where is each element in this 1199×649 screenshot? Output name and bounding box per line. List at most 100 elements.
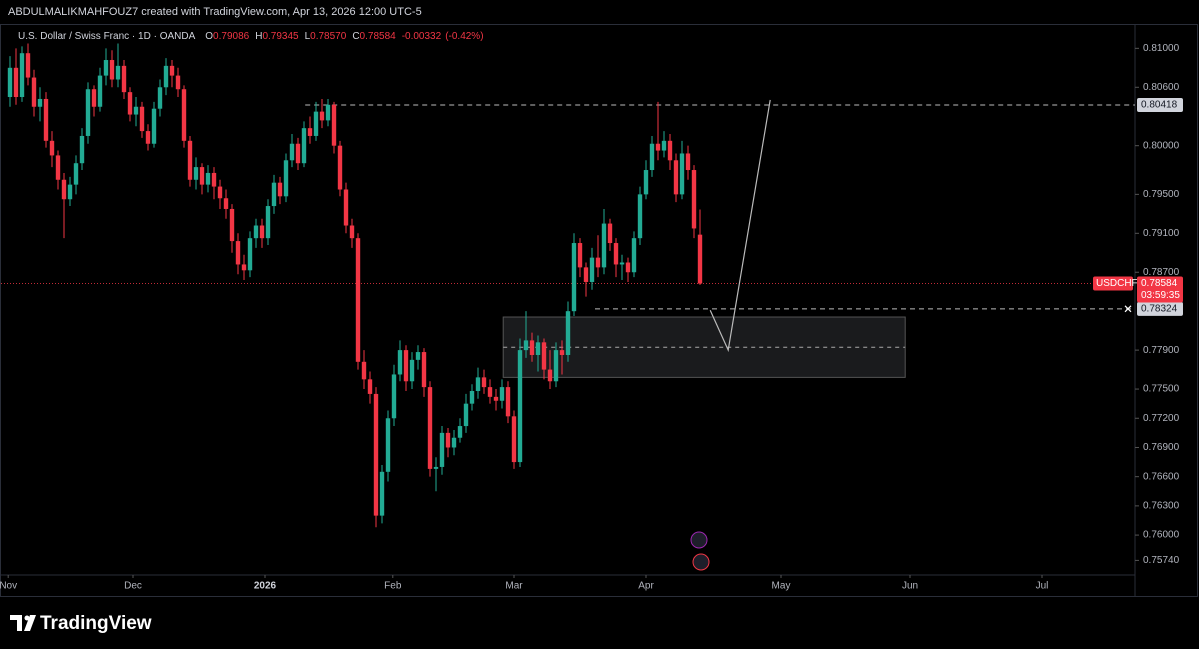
level-price-box — [1137, 301, 1183, 316]
y-tick-label: 0.80600 — [1143, 82, 1180, 93]
candle-body — [199, 167, 205, 185]
candle-body — [229, 208, 235, 242]
ohlc-key: O — [205, 31, 213, 42]
candle-body — [121, 65, 127, 93]
y-tick-label: 0.78700 — [1143, 267, 1180, 278]
x-tick-label: Jul — [1036, 581, 1049, 592]
candle-body — [109, 60, 115, 80]
x-tick-label: Dec — [124, 581, 142, 592]
y-tick-label: 0.80000 — [1143, 140, 1180, 151]
candle-body — [325, 104, 331, 121]
candle-body — [187, 140, 193, 180]
candle-body — [373, 393, 379, 516]
candle-body — [91, 89, 97, 107]
candle-body — [355, 238, 361, 362]
candle-body — [385, 418, 391, 472]
ohlc-value: 0.79086 — [213, 31, 250, 42]
candle-body — [157, 87, 163, 109]
candle-body — [331, 104, 337, 146]
candle-body — [553, 350, 559, 382]
candle-body — [691, 170, 697, 229]
y-tick-label: 0.79500 — [1143, 189, 1180, 200]
candle-body — [265, 206, 271, 239]
y-tick-label: 0.76000 — [1143, 530, 1180, 541]
countdown: 03:59:35 — [1141, 290, 1180, 301]
candle-body — [697, 234, 703, 284]
candle-body — [541, 342, 547, 370]
candle-body — [73, 163, 79, 185]
credit: ABDULMALIKMAHFOUZ7 created with TradingV… — [8, 6, 422, 18]
candle-body — [685, 153, 691, 171]
candle-body — [403, 350, 409, 382]
candle-body — [241, 264, 247, 271]
change: -0.00332 — [402, 31, 442, 42]
candle-body — [505, 387, 511, 417]
candle-body — [169, 65, 175, 76]
candle-body — [217, 186, 223, 199]
candle-body — [397, 350, 403, 375]
y-tick-label: 0.81000 — [1143, 43, 1180, 54]
ohlc-key: L — [305, 31, 311, 42]
candle-body — [679, 153, 685, 195]
candle-body — [13, 67, 19, 98]
candle-body — [205, 172, 211, 185]
candle-body — [631, 238, 637, 273]
candle-body — [463, 403, 469, 427]
plot-area — [1, 43, 1135, 528]
candle-body — [181, 89, 187, 141]
level-price-box — [1137, 97, 1183, 112]
candle-body — [421, 352, 427, 388]
candle-body — [487, 387, 493, 397]
candle-body — [433, 466, 439, 469]
candle-body — [175, 75, 181, 90]
logo-dot — [24, 615, 30, 621]
remove-icon — [1124, 305, 1132, 313]
y-tick-label: 0.77200 — [1143, 413, 1180, 424]
candle-body — [259, 225, 265, 239]
candle-body — [427, 387, 433, 469]
candle-body — [19, 53, 25, 98]
y-tick-label: 0.75740 — [1143, 555, 1180, 566]
candle-body — [235, 241, 241, 265]
candle-body — [223, 198, 229, 209]
candle-body — [307, 128, 313, 136]
candle-body — [565, 311, 571, 355]
candle-body — [625, 262, 631, 273]
candle-body — [97, 75, 103, 107]
candle-body — [127, 92, 133, 115]
candle-body — [49, 140, 55, 156]
candle-body — [523, 340, 529, 351]
ohlc-key: H — [255, 31, 262, 42]
level-price-label: 0.78324 — [1141, 303, 1178, 314]
candle-body — [517, 350, 523, 463]
level-price-label: 0.80418 — [1141, 100, 1178, 111]
candle-body — [601, 223, 607, 268]
candle-body — [493, 396, 499, 401]
x-tick-label: Apr — [638, 581, 654, 592]
candle-body — [115, 65, 121, 80]
candle-body — [535, 342, 541, 355]
change-pct: (-0.42%) — [445, 31, 483, 42]
candle-body — [79, 135, 85, 164]
candle-body — [589, 257, 595, 282]
candle-body — [7, 67, 13, 98]
x-tick-label: Mar — [505, 581, 523, 592]
y-tick-label: 0.76600 — [1143, 471, 1180, 482]
event-icon — [690, 531, 708, 549]
candle-body — [253, 225, 259, 239]
symbol-title: U.S. Dollar / Swiss Franc · 1D · OANDA — [18, 31, 196, 42]
ohlc-key: C — [352, 31, 359, 42]
candle-body — [163, 65, 169, 88]
candle-body — [457, 426, 463, 438]
candle-body — [361, 361, 367, 380]
y-tick-label: 0.77900 — [1143, 345, 1180, 356]
candle-body — [595, 257, 601, 268]
candle-body — [85, 89, 91, 136]
candle-body — [43, 98, 49, 141]
ohlc-value: 0.79345 — [262, 31, 299, 42]
candle-body — [661, 140, 667, 151]
candle-body — [415, 352, 421, 360]
candle-body — [277, 182, 283, 197]
candle-body — [247, 238, 253, 271]
